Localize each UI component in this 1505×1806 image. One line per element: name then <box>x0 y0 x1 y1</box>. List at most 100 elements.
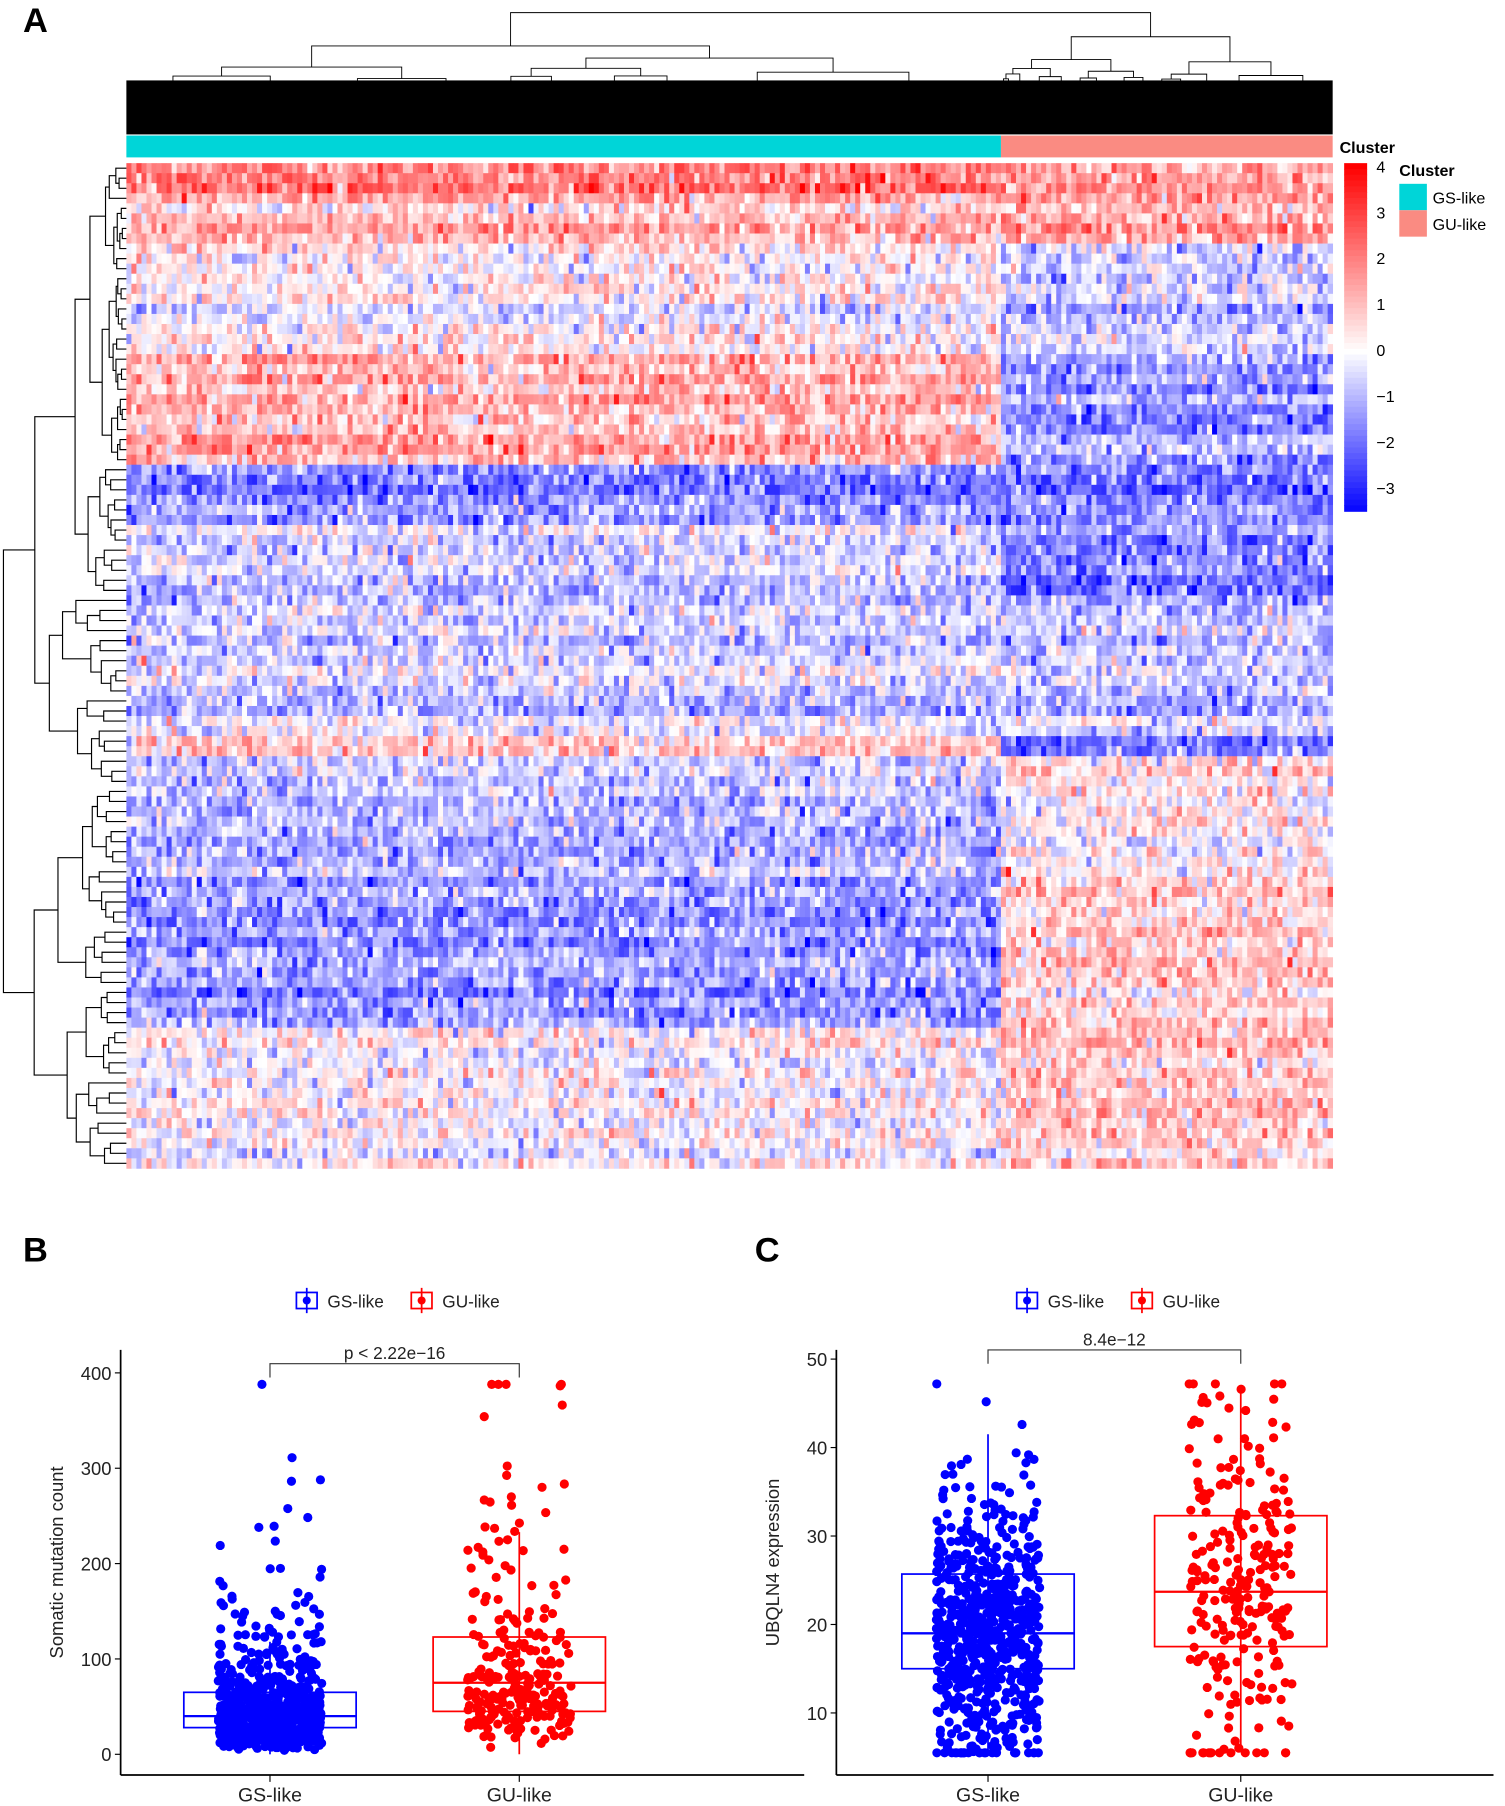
heatmap-cell <box>925 303 931 315</box>
heatmap-cell <box>1066 293 1072 305</box>
heatmap-cell <box>262 213 268 224</box>
heatmap-cell <box>1061 273 1067 285</box>
heatmap-cell <box>970 163 977 174</box>
heatmap-cell <box>1196 253 1203 265</box>
heatmap-cell <box>1151 223 1158 234</box>
heatmap-cell <box>1156 273 1163 285</box>
heatmap-cell <box>402 354 409 365</box>
heatmap-cell <box>995 203 1002 214</box>
heatmap-cell <box>709 163 715 174</box>
heatmap-cell <box>759 334 766 345</box>
heatmap-cell <box>417 273 424 285</box>
heatmap-cell <box>347 183 353 194</box>
heatmap-cell <box>357 223 363 234</box>
heatmap-cell <box>1181 334 1188 345</box>
heatmap-cell <box>1201 233 1208 244</box>
heatmap-cell <box>1071 313 1077 325</box>
heatmap-cell <box>1146 233 1153 244</box>
heatmap-cell <box>1061 303 1067 315</box>
heatmap-cell <box>644 233 650 244</box>
heatmap-cell <box>473 243 479 254</box>
heatmap-cell <box>277 293 283 305</box>
heatmap-cell <box>1031 334 1037 345</box>
heatmap-cell <box>960 243 967 254</box>
heatmap-cells <box>126 163 1334 1169</box>
heatmap-cell <box>277 243 283 254</box>
heatmap-cell <box>1161 283 1168 295</box>
heatmap-cell <box>634 303 640 315</box>
heatmap-cell <box>458 283 464 295</box>
heatmap-cell <box>1021 354 1027 365</box>
heatmap-cell <box>297 293 303 305</box>
heatmap-cell <box>618 193 625 204</box>
heatmap-cell <box>1051 163 1057 174</box>
heatmap-cell <box>1131 173 1137 184</box>
heatmap-cell <box>548 293 554 305</box>
heatmap-cell <box>714 203 720 214</box>
heatmap-cell <box>1222 273 1228 285</box>
heatmap-cell <box>639 273 645 285</box>
heatmap-cell <box>422 364 429 375</box>
heatmap-cell <box>1307 354 1313 365</box>
heatmap-cell <box>1101 313 1107 325</box>
heatmap-cell <box>744 233 750 244</box>
heatmap-cell <box>764 283 771 295</box>
heatmap-cell <box>196 163 203 174</box>
heatmap-cell <box>639 203 645 214</box>
heatmap-cell <box>593 203 600 214</box>
heatmap-cell <box>1282 283 1288 295</box>
heatmap-cell <box>910 303 916 315</box>
heatmap-cell <box>468 213 474 224</box>
heatmap-cell <box>267 273 273 285</box>
heatmap-cell <box>1287 213 1293 224</box>
heatmap-cell <box>764 173 771 184</box>
heatmap-cell <box>257 323 263 335</box>
heatmap-cell <box>503 283 509 295</box>
heatmap-cell <box>920 233 926 244</box>
heatmap-cell <box>382 183 389 194</box>
heatmap-cell <box>257 364 263 375</box>
heatmap-cell <box>1171 213 1178 224</box>
heatmap-cell <box>262 273 268 285</box>
heatmap-cell <box>337 193 343 204</box>
heatmap-cell <box>226 334 233 345</box>
heatmap-cell <box>835 303 841 315</box>
heatmap-cell <box>1327 273 1334 285</box>
heatmap-cell <box>940 163 946 174</box>
heatmap-cell <box>357 334 363 345</box>
heatmap-cell <box>744 183 750 194</box>
heatmap-cell <box>1297 303 1303 315</box>
heatmap-cell <box>1322 354 1328 365</box>
heatmap-cell <box>181 183 188 194</box>
heatmap-cell <box>1307 193 1313 204</box>
heatmap-cell <box>754 203 761 214</box>
heatmap-cell <box>558 253 564 265</box>
heatmap-cell <box>156 233 162 244</box>
heatmap-cell <box>1051 253 1057 265</box>
heatmap-cell <box>211 303 218 315</box>
heatmap-cell <box>845 233 851 244</box>
heatmap-cell <box>402 293 409 305</box>
heatmap-cell <box>583 163 590 174</box>
heatmap-cell <box>900 193 906 204</box>
heatmap-cell <box>935 313 941 325</box>
heatmap-cell <box>493 283 499 295</box>
heatmap-cell <box>196 344 203 355</box>
heatmap-cell <box>714 243 720 254</box>
heatmap-cell <box>900 183 906 194</box>
heatmap-cell <box>1101 323 1107 335</box>
heatmap-cell <box>508 323 514 335</box>
heatmap-cell <box>377 223 384 234</box>
heatmap-cell <box>367 233 373 244</box>
heatmap-cell <box>327 283 333 295</box>
heatmap-cell <box>1171 344 1178 355</box>
heatmap-cell <box>1016 223 1022 234</box>
heatmap-cell <box>1267 283 1273 295</box>
heatmap-cell <box>1010 364 1017 375</box>
heatmap-cell <box>1016 303 1022 315</box>
heatmap-cell <box>618 263 625 275</box>
heatmap-cell <box>528 334 534 345</box>
heatmap-cell <box>272 193 278 204</box>
heatmap-cell <box>407 293 414 305</box>
heatmap-cell <box>1272 273 1278 285</box>
